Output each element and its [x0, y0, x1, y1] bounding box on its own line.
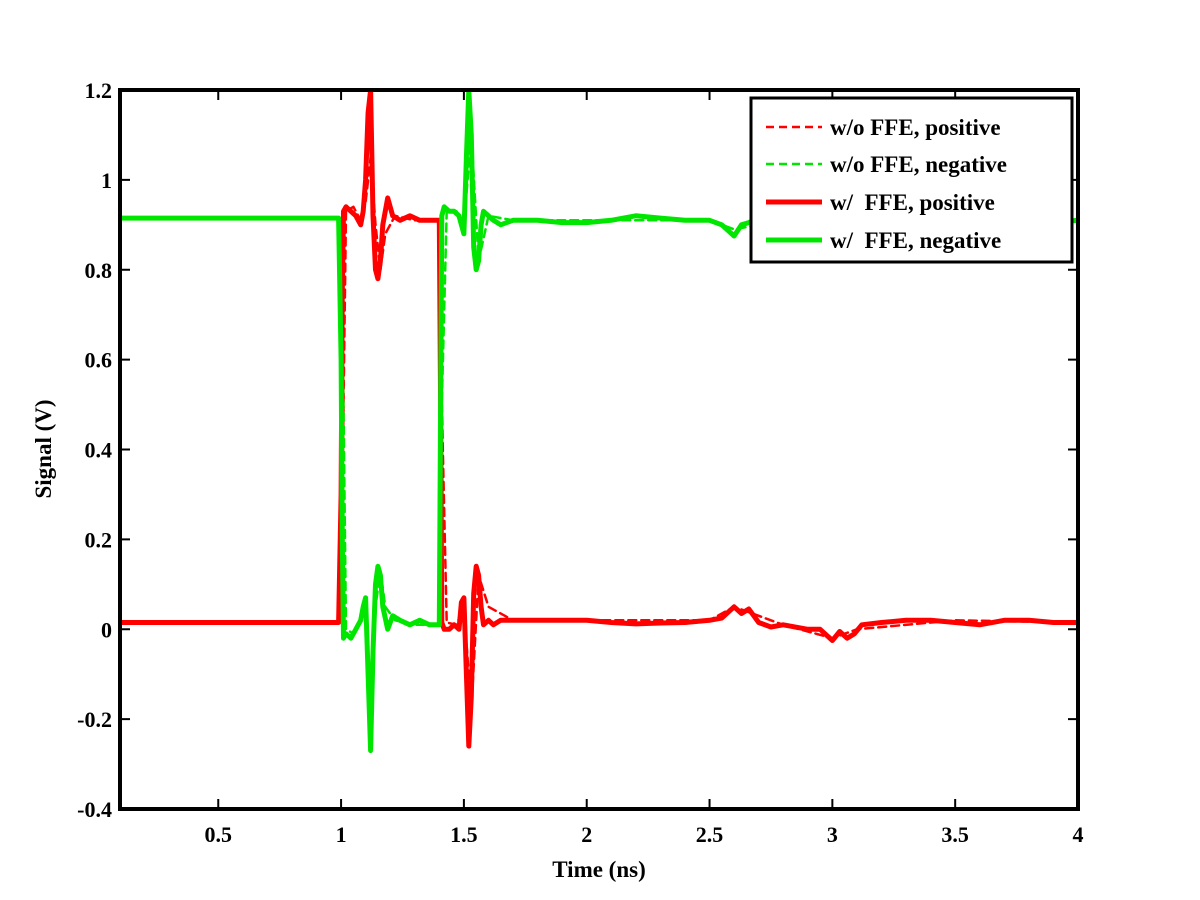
y-tick-label: 0.6 — [85, 348, 113, 373]
x-tick-label: 3 — [827, 822, 838, 847]
y-tick-label: 0 — [101, 617, 112, 642]
y-tick-label: -0.4 — [77, 797, 112, 822]
legend-label-4: w/ FFE, negative — [830, 228, 1001, 253]
legend: w/o FFE, positive w/o FFE, negative w/ FFE… — [749, 96, 1074, 264]
ticks-layer: 0.5 1 1.5 2 2.5 3 3.5 4 -0.4 -0.2 0 0.2 0.4 0.6 0.8 1 1.… — [77, 78, 1083, 847]
x-tick-label: 1 — [336, 822, 347, 847]
y-axis-label: Signal (V) — [31, 399, 56, 498]
y-tick-label: 0.2 — [85, 527, 113, 552]
x-tick-label: 2.5 — [696, 822, 724, 847]
y-tick-label: -0.2 — [77, 707, 112, 732]
x-tick-label: 3.5 — [941, 822, 969, 847]
legend-label-3: w/ FFE, positive — [830, 190, 995, 215]
legend-label-2: w/o FFE, negative — [830, 152, 1007, 177]
x-tick-label: 1.5 — [450, 822, 478, 847]
x-tick-label: 0.5 — [205, 822, 233, 847]
y-tick-label: 1.2 — [85, 78, 113, 103]
legend-label-1: w/o FFE, positive — [830, 115, 1001, 140]
legend-box — [749, 96, 1074, 264]
x-tick-label: 2 — [581, 822, 592, 847]
series-line-3 — [120, 90, 1078, 749]
y-tick-label: 0.4 — [85, 438, 113, 463]
y-tick-label: 0.8 — [85, 258, 113, 283]
x-tick-label: 4 — [1073, 822, 1084, 847]
x-axis-label: Time (ns) — [552, 857, 646, 882]
y-tick-label: 1 — [101, 168, 112, 193]
